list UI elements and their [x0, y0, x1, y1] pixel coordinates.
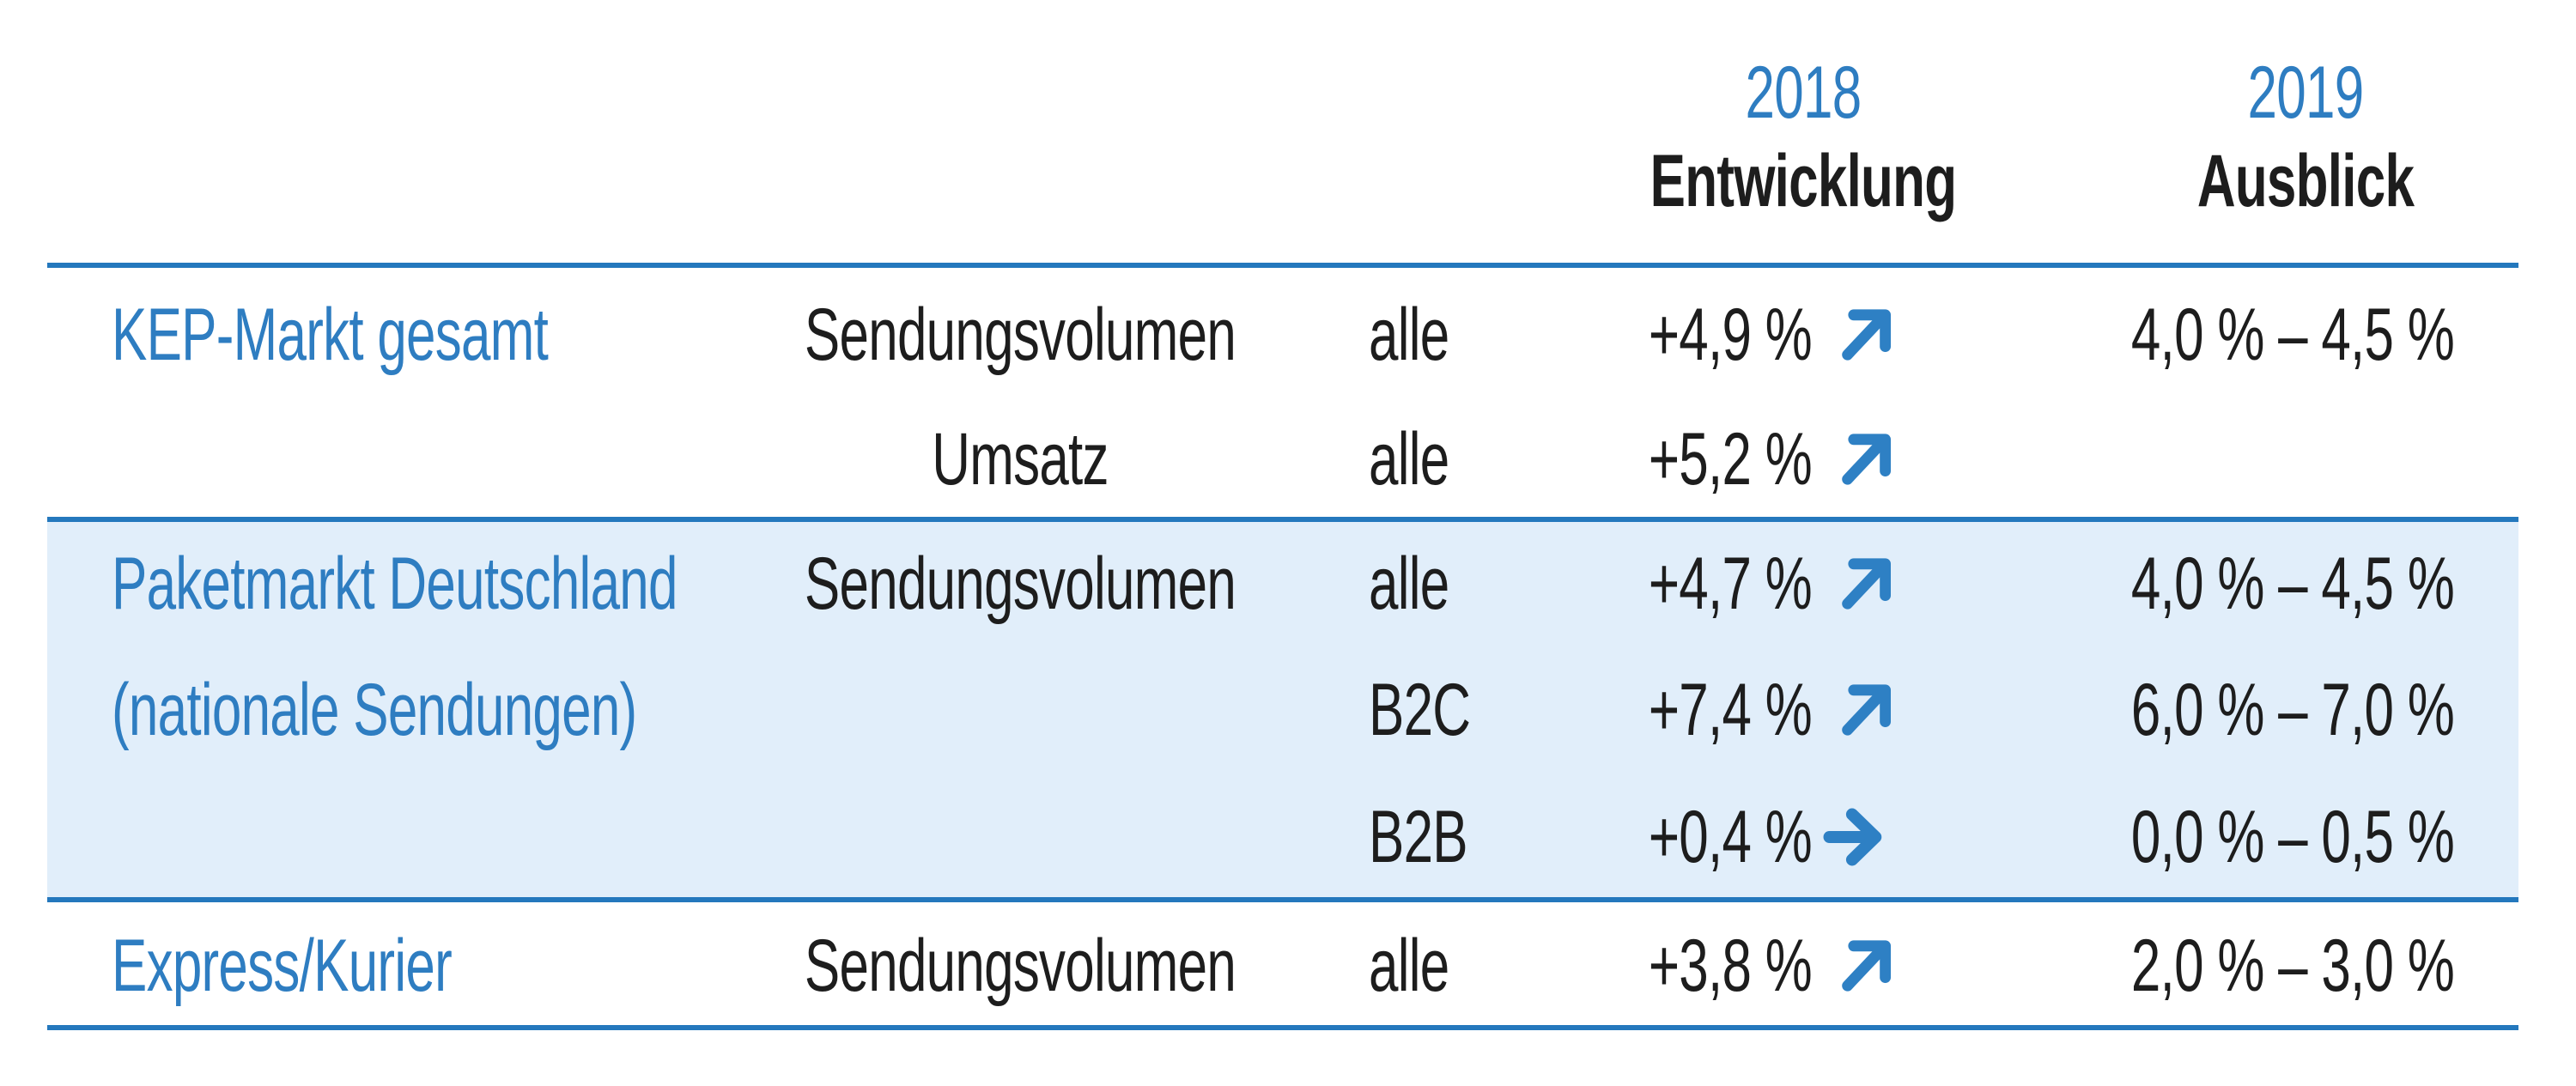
divider-top [47, 263, 2518, 268]
outlook-2019: 0,0 % – 0,5 % [2130, 796, 2455, 878]
column-header-entwicklung: Entwicklung [1649, 140, 1957, 222]
outlook-2019: 4,0 % – 4,5 % [2130, 543, 2455, 625]
value-2018: +0,4 % [1648, 796, 1813, 878]
trend-up-arrow-icon [1832, 549, 1901, 618]
outlook-2019: 6,0 % – 7,0 % [2130, 669, 2455, 751]
section-name-paketmarkt-deutschland: Paketmarkt Deutschland [112, 543, 677, 625]
trend-up-arrow-icon [1832, 425, 1901, 494]
value-2018: +3,8 % [1648, 925, 1813, 1007]
value-2018: +7,4 % [1648, 669, 1813, 751]
divider-bottom [47, 1025, 2518, 1030]
segment-label: alle [1369, 925, 1449, 1007]
metric-label: Umsatz [932, 418, 1109, 501]
highlight-band-paketmarkt [47, 522, 2518, 897]
segment-label: alle [1369, 418, 1449, 501]
segment-label: alle [1369, 294, 1449, 376]
divider-after-kep-gesamt [47, 517, 2518, 522]
value-2018: +4,7 % [1648, 543, 1813, 625]
section-name-kep-markt-gesamt: KEP-Markt gesamt [112, 294, 549, 376]
column-header-year-2019: 2019 [2247, 52, 2365, 134]
metric-label: Sendungsvolumen [804, 925, 1236, 1007]
segment-label: B2B [1369, 796, 1468, 878]
outlook-2019: 2,0 % – 3,0 % [2130, 925, 2455, 1007]
metric-label: Sendungsvolumen [804, 543, 1236, 625]
trend-right-arrow-icon [1820, 799, 1896, 875]
section-name-paketmarkt-line2: (nationale Sendungen) [112, 669, 637, 751]
segment-label: alle [1369, 543, 1449, 625]
metric-label: Sendungsvolumen [804, 294, 1236, 376]
value-2018: +5,2 % [1648, 418, 1813, 501]
column-header-ausblick: Ausblick [2196, 140, 2415, 222]
section-name-express-kurier: Express/Kurier [112, 925, 453, 1007]
trend-up-arrow-icon [1832, 300, 1901, 369]
trend-up-arrow-icon [1832, 676, 1901, 744]
outlook-2019: 4,0 % – 4,5 % [2130, 294, 2455, 376]
segment-label: B2C [1369, 669, 1471, 751]
trend-up-arrow-icon [1832, 931, 1901, 1000]
column-header-year-2018: 2018 [1745, 52, 1862, 134]
divider-after-paketmarkt [47, 897, 2518, 902]
value-2018: +4,9 % [1648, 294, 1813, 376]
